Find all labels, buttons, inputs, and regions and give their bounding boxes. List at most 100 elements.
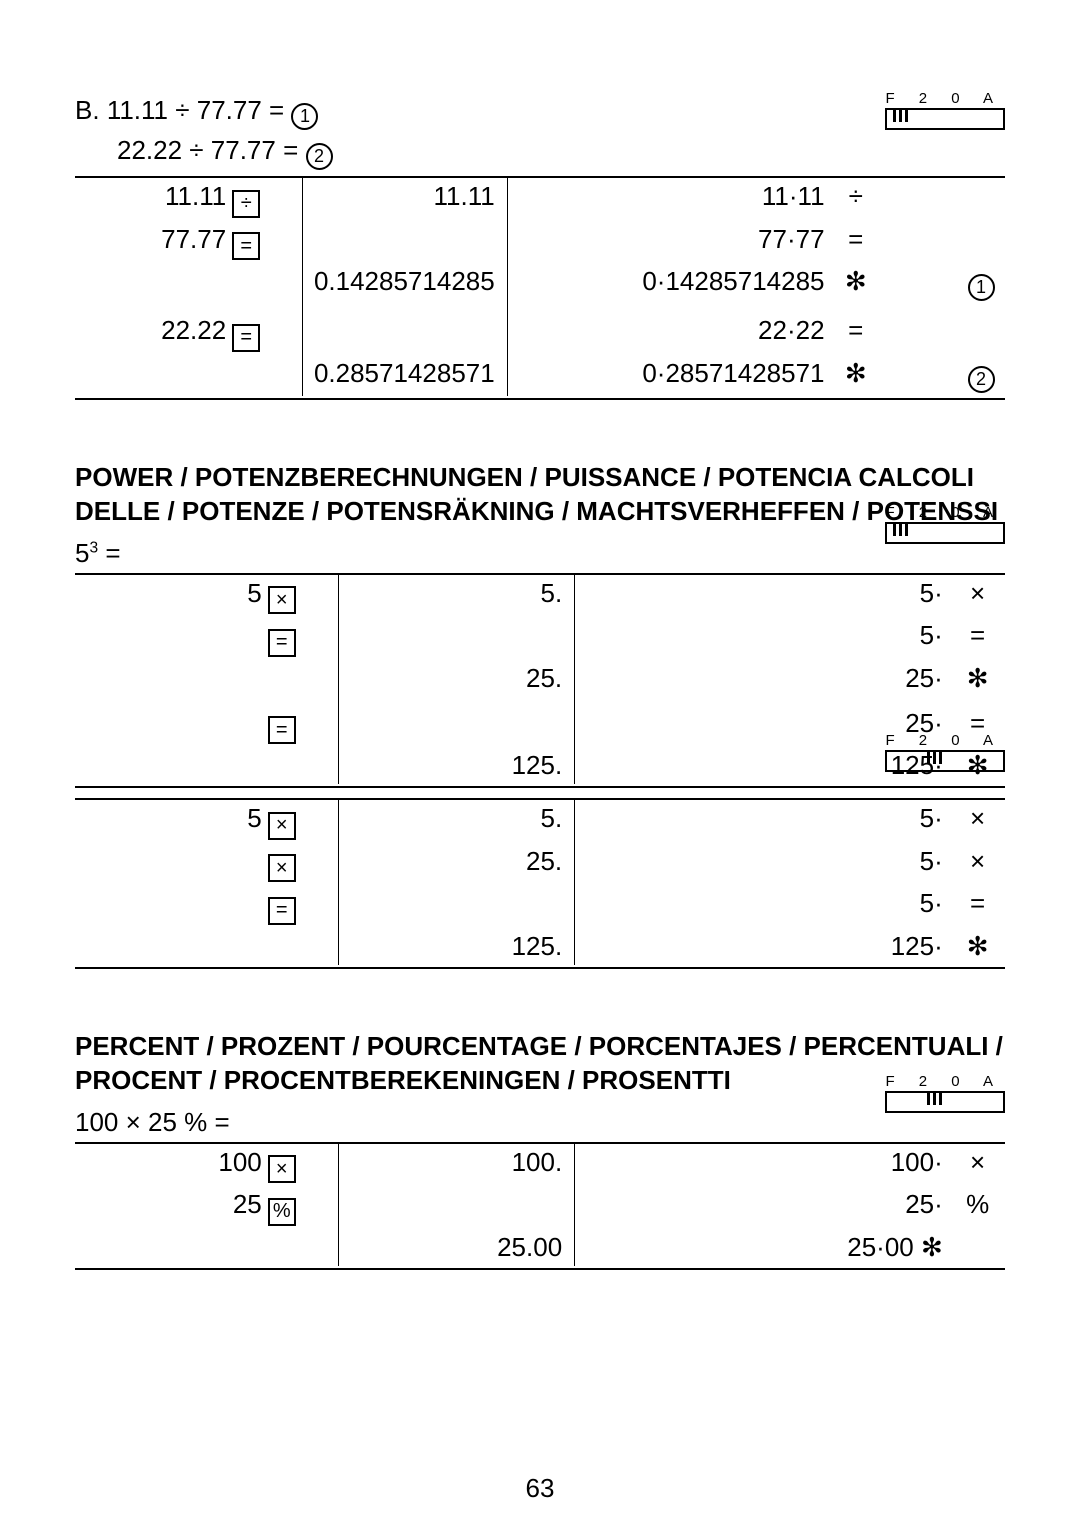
display-cell (338, 705, 574, 748)
switch-labels-2: F 2 0 A (885, 504, 1005, 522)
display-cell (338, 1186, 574, 1229)
table-row: =25·= (75, 705, 1005, 748)
print-cell: 11·11 (507, 178, 832, 221)
display-cell: 0.28571428571 (303, 355, 507, 396)
table-row: 11.11÷11.1111·11÷ (75, 178, 1005, 221)
switch-labels-4: F 2 0 A (885, 1073, 1005, 1091)
print-op-cell: ÷ (833, 178, 879, 221)
key-×-icon: × (268, 812, 296, 840)
input-cell: = (75, 885, 338, 928)
percent-title: PERCENT / PROZENT / POURCENTAGE / PORCEN… (75, 1029, 1005, 1097)
table-row: =5·= (75, 885, 1005, 928)
switch-box-icon (885, 108, 1005, 130)
display-cell (303, 221, 507, 264)
table-row: 0.285714285710·28571428571✻2 (75, 355, 1005, 396)
key-×-icon: × (268, 1155, 296, 1183)
page-number: 63 (0, 1473, 1080, 1504)
note-cell (879, 221, 1005, 264)
table-row: 5×5.5·× (75, 800, 1005, 843)
print-op-cell: × (951, 800, 1005, 843)
switch-box-icon-2 (885, 522, 1005, 544)
section-b-expr2: 22.22 ÷ 77.77 = 2 (75, 130, 1005, 170)
print-op-cell: ✻ (951, 660, 1005, 697)
mode-switch-diagram-3: F 2 0 A (885, 732, 1005, 772)
display-cell (303, 312, 507, 355)
note-cell (879, 312, 1005, 355)
print-cell: 22·22 (507, 312, 832, 355)
input-cell: 11.11÷ (75, 178, 303, 221)
print-cell: 5· (575, 800, 951, 843)
key-÷-icon: ÷ (232, 190, 260, 218)
table-row: 77.77=77·77= (75, 221, 1005, 264)
display-cell: 100. (338, 1144, 574, 1187)
print-op-cell: = (833, 221, 879, 264)
input-cell: 77.77= (75, 221, 303, 264)
table-row: 0.142857142850·14285714285✻1 (75, 263, 1005, 304)
switch-labels: F 2 0 A (885, 90, 1005, 108)
display-cell: 25. (338, 660, 574, 697)
display-cell: 25.00 (338, 1229, 574, 1266)
note-cell: 2 (879, 355, 1005, 396)
print-op-cell: ✻ (833, 263, 879, 304)
power-table-a: 5×5.5·×=5·=25.25·✻=25·=125.125·✻ (75, 575, 1005, 785)
key-×-icon: × (268, 854, 296, 882)
switch-labels-3: F 2 0 A (885, 732, 1005, 750)
power-title: POWER / POTENZBERECHNUNGEN / PUISSANCE /… (75, 460, 1005, 528)
table-row: 25.0025·00 ✻ (75, 1229, 1005, 1266)
display-cell: 11.11 (303, 178, 507, 221)
switch-box-icon-4 (885, 1091, 1005, 1113)
input-cell: = (75, 705, 338, 748)
key-%-icon: % (268, 1198, 296, 1226)
print-op-cell: ✻ (833, 355, 879, 396)
print-cell: 77·77 (507, 221, 832, 264)
display-cell: 125. (338, 747, 574, 784)
table-row: 22.22=22·22= (75, 312, 1005, 355)
print-op-cell: = (833, 312, 879, 355)
table-row (75, 697, 1005, 705)
key-=-icon: = (232, 232, 260, 260)
percent-expr: 100 × 25 % = F 2 0 A (75, 1107, 1005, 1138)
mode-switch-diagram-2: F 2 0 A (885, 504, 1005, 544)
input-cell (75, 263, 303, 304)
display-cell: 25. (338, 843, 574, 886)
input-cell: 5× (75, 800, 338, 843)
print-cell: 5· (575, 885, 951, 928)
input-cell: × (75, 843, 338, 886)
display-cell: 0.14285714285 (303, 263, 507, 304)
print-op-cell: % (951, 1186, 1005, 1229)
circled-1-icon: 1 (291, 103, 318, 130)
print-cell: 25· (575, 1186, 951, 1229)
input-cell (75, 928, 338, 965)
print-op-cell: ✻ (951, 928, 1005, 965)
print-op-cell: = (951, 617, 1005, 660)
circled-2-icon: 2 (306, 143, 333, 170)
input-cell (75, 660, 338, 697)
key-=-icon: = (268, 716, 296, 744)
section-b-table: 11.11÷11.1111·11÷77.77=77·77=0.142857142… (75, 178, 1005, 396)
print-cell: 0·28571428571 (507, 355, 832, 396)
input-cell: 25% (75, 1186, 338, 1229)
mode-switch-diagram-4: F 2 0 A (885, 1073, 1005, 1113)
input-cell: = (75, 617, 338, 660)
display-cell (338, 617, 574, 660)
mode-switch-diagram: F 2 0 A (885, 90, 1005, 130)
print-op-cell: = (951, 885, 1005, 928)
table-row: 125.125·✻ (75, 747, 1005, 784)
input-cell (75, 1229, 338, 1266)
table-row (75, 304, 1005, 312)
display-cell: 125. (338, 928, 574, 965)
print-cell: 25·00 ✻ (575, 1229, 951, 1266)
key-=-icon: = (268, 629, 296, 657)
print-op-cell: × (951, 843, 1005, 886)
input-cell (75, 355, 303, 396)
print-cell: 125· (575, 928, 951, 965)
note-cell: 1 (879, 263, 1005, 304)
print-op-cell: × (951, 1144, 1005, 1187)
print-op-cell (951, 1229, 1005, 1266)
note-cell (879, 178, 1005, 221)
key-=-icon: = (268, 897, 296, 925)
table-row: 125.125·✻ (75, 928, 1005, 965)
print-cell: 5· (575, 617, 951, 660)
input-cell: 5× (75, 575, 338, 618)
input-cell (75, 747, 338, 784)
